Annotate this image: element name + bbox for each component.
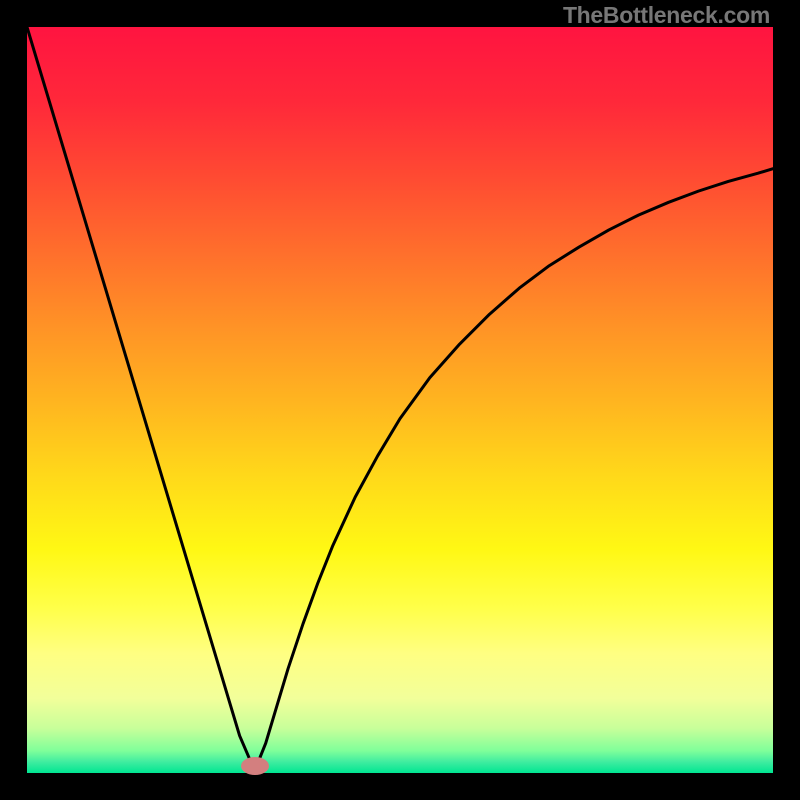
chart-frame: TheBottleneck.com: [0, 0, 800, 800]
optimal-point-marker: [241, 757, 269, 775]
attribution-text: TheBottleneck.com: [563, 2, 770, 29]
plot-area: [27, 27, 773, 773]
bottleneck-curve: [27, 27, 773, 773]
